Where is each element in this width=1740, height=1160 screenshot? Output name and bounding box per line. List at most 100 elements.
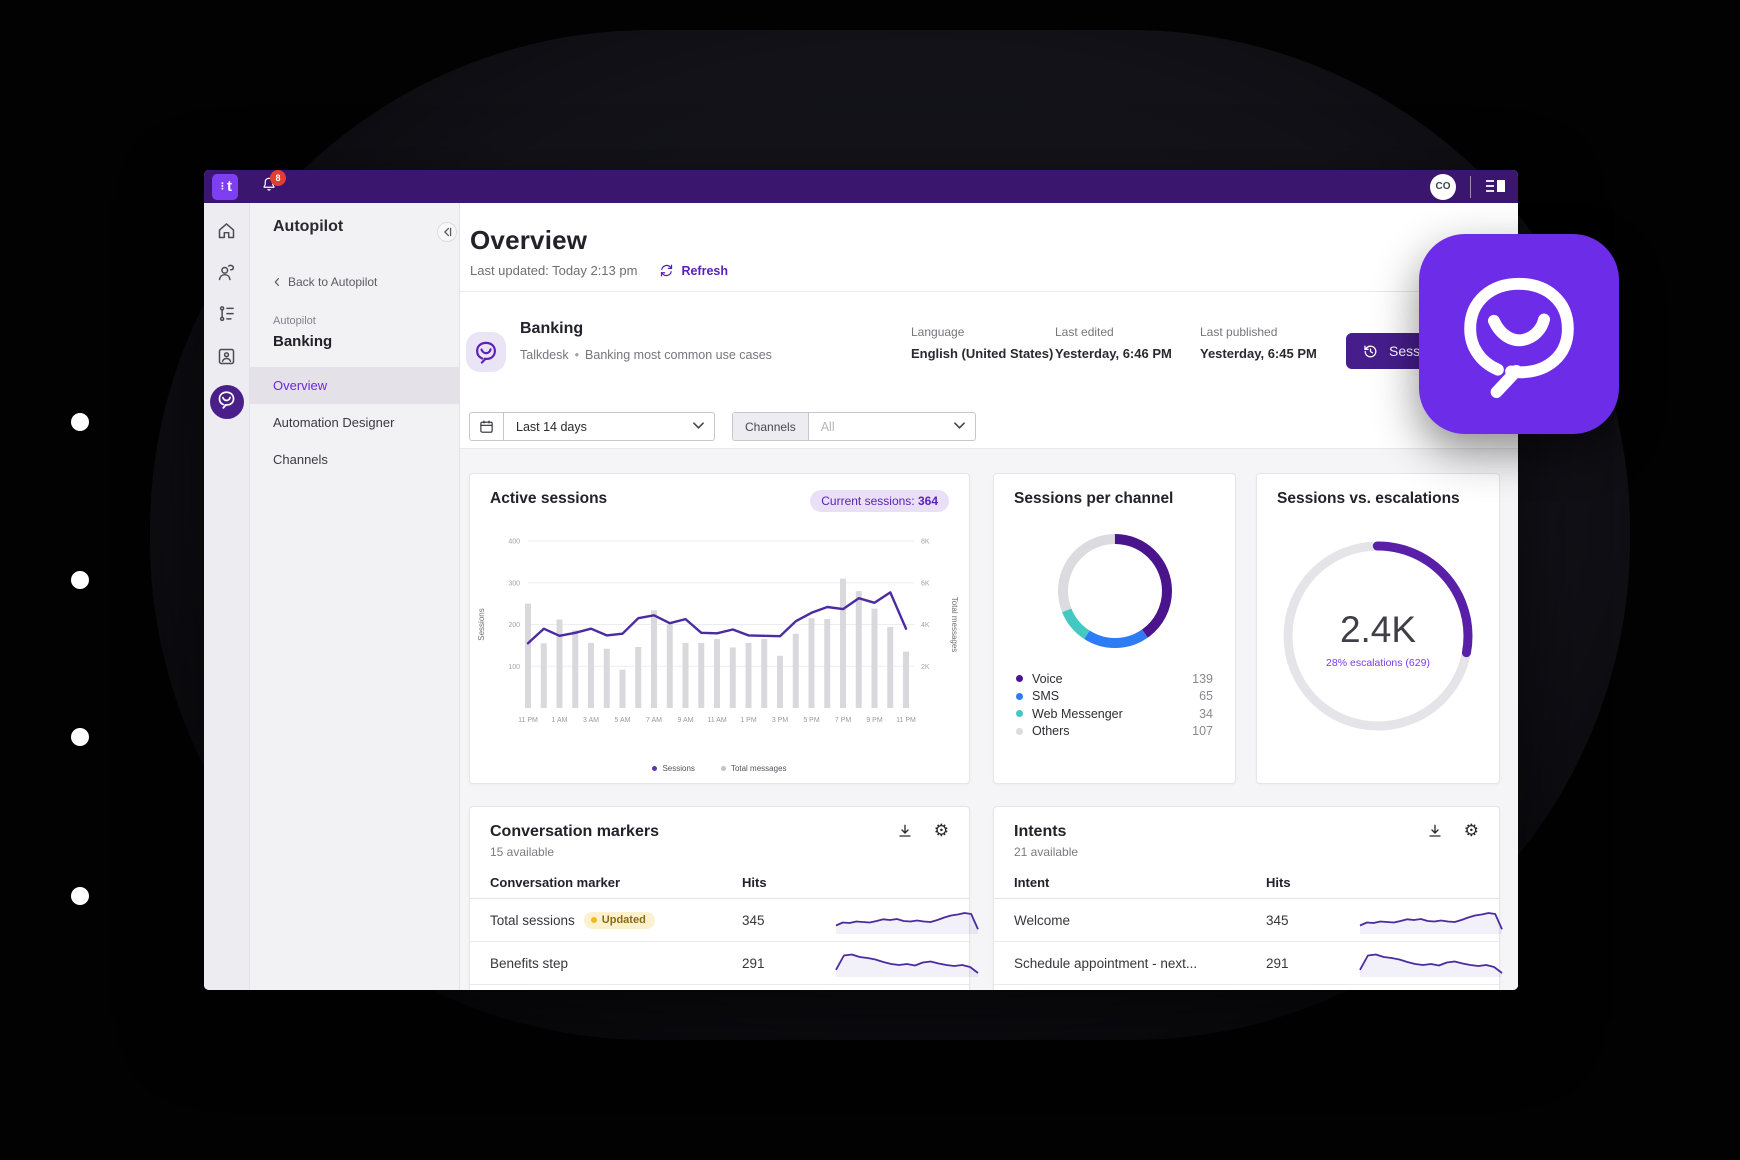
channel-legend-row: Others 107 <box>1016 723 1213 741</box>
svg-text:11 PM: 11 PM <box>896 717 916 724</box>
user-avatar[interactable]: CO <box>1430 173 1456 200</box>
sidebar-item-automation-designer[interactable]: Automation Designer <box>273 415 395 430</box>
svg-text:3 AM: 3 AM <box>583 717 599 724</box>
icon-rail <box>204 203 250 990</box>
logo-dots-icon: ⋮ <box>218 181 227 191</box>
notifications-button[interactable]: 8 <box>260 170 286 198</box>
channel-legend-row: Voice 139 <box>1016 670 1213 688</box>
refresh-label: Refresh <box>681 263 728 278</box>
decor-dot <box>71 887 89 905</box>
date-range-select[interactable]: Last 14 days <box>469 412 715 441</box>
card-title: Sessions vs. escalations <box>1277 490 1460 507</box>
apps-panel-button[interactable] <box>1484 177 1508 197</box>
sparkline-chart <box>1356 902 1506 939</box>
app-window: ⋮ t 8 CO Autopilot <box>204 170 1518 990</box>
history-button-label: Sess <box>1389 343 1421 359</box>
svg-text:8K: 8K <box>921 539 930 546</box>
rail-item-home[interactable] <box>210 217 244 249</box>
legend-item: Sessions <box>652 764 695 773</box>
dashboard-area: Active sessions Current sessions: 364 10… <box>460 448 1518 990</box>
escalations-donut-chart: 2.4K 28% escalations (629) <box>1257 536 1499 736</box>
svg-text:7 AM: 7 AM <box>646 717 662 724</box>
sidebar-item-channels[interactable]: Channels <box>273 452 328 467</box>
contacts-icon <box>216 346 237 372</box>
table-header-row: Intent Hits <box>994 867 1499 899</box>
bot-name: Banking <box>520 320 584 337</box>
bot-description: Banking most common use cases <box>585 348 772 362</box>
channels-label: Channels <box>733 413 809 440</box>
hits-value: 345 <box>742 912 765 928</box>
rail-item-flows[interactable] <box>210 301 244 333</box>
svg-text:9 PM: 9 PM <box>866 717 883 724</box>
download-icon[interactable] <box>1427 823 1443 839</box>
back-label: Back to Autopilot <box>288 275 378 289</box>
sparkline-chart <box>1356 945 1506 982</box>
collapse-sidebar-button[interactable] <box>437 222 457 242</box>
card-title: Active sessions <box>490 490 608 507</box>
table-row: Benefits step 291 <box>470 942 979 985</box>
channels-value: All <box>820 419 835 434</box>
channel-legend: Voice 139 SMS 65 Web Messenger 34 Others 107 <box>994 656 1235 740</box>
intents-table: Intent Hits Welcome 345 Schedule appointment… <box>994 867 1503 985</box>
talkdesk-bubble-icon <box>476 341 496 364</box>
svg-text:1 PM: 1 PM <box>740 717 757 724</box>
notification-badge: 8 <box>270 170 286 186</box>
svg-text:7 PM: 7 PM <box>835 717 852 724</box>
svg-text:5 AM: 5 AM <box>615 717 631 724</box>
updated-badge: Updated <box>583 911 655 929</box>
channels-select[interactable]: Channels All <box>732 412 976 441</box>
refresh-button[interactable]: Refresh <box>659 263 728 278</box>
bot-meta-language: Language English (United States) <box>911 325 1054 361</box>
intents-card: Intents 21 available ⚙ Intent Hits Welcome… <box>993 806 1503 990</box>
current-sessions-badge: Current sessions: 364 <box>810 490 949 512</box>
sidebar-bot-name: Banking <box>273 333 333 350</box>
talkdesk-logo-tile[interactable]: ⋮ t <box>212 173 238 200</box>
svg-text:6K: 6K <box>921 580 930 587</box>
svg-text:Total messages: Total messages <box>950 597 959 653</box>
sidebar-item-overview[interactable]: Overview <box>250 367 459 404</box>
logo-letter: t <box>227 178 232 195</box>
hits-value: 291 <box>1266 955 1289 971</box>
chevron-down-icon <box>954 418 965 436</box>
svg-text:3 PM: 3 PM <box>772 717 789 724</box>
table-header-row: Conversation marker Hits <box>470 867 969 899</box>
channel-legend-row: SMS 65 <box>1016 688 1213 706</box>
svg-text:11 AM: 11 AM <box>707 717 726 724</box>
main-content: Overview Last updated: Today 2:13 pm Ref… <box>460 203 1518 990</box>
sidebar-title: Autopilot <box>273 218 344 235</box>
rail-item-autopilot[interactable] <box>209 385 244 419</box>
card-title: Sessions per channel <box>1014 490 1174 507</box>
svg-text:2.4K: 2.4K <box>1340 609 1416 650</box>
svg-text:9 AM: 9 AM <box>678 717 694 724</box>
rail-item-agents[interactable] <box>210 259 244 291</box>
gear-icon[interactable]: ⚙ <box>1463 821 1479 840</box>
history-clock-icon <box>1364 345 1377 357</box>
table-row: Total sessions Updated 345 <box>470 899 979 942</box>
panels-icon <box>1486 179 1505 192</box>
rail-item-contacts[interactable] <box>210 343 244 375</box>
back-to-autopilot-link[interactable]: Back to Autopilot <box>273 275 377 289</box>
sidebar-section-label: Autopilot <box>273 315 316 327</box>
download-icon[interactable] <box>897 823 913 839</box>
sparkline-chart <box>832 945 982 982</box>
chevron-left-icon <box>274 278 279 286</box>
channel-legend-row: Web Messenger 34 <box>1016 705 1213 723</box>
talkdesk-app-logo <box>1419 234 1619 434</box>
sessions-per-channel-card: Sessions per channel Voice 139 SMS 65 Web Me… <box>993 473 1236 784</box>
svg-text:200: 200 <box>508 622 520 629</box>
table-title: Intents <box>1014 823 1067 840</box>
decor-dot <box>71 571 89 589</box>
sidebar: Autopilot Back to Autopilot Autopilot Ba… <box>250 203 460 990</box>
gear-icon[interactable]: ⚙ <box>933 821 949 840</box>
decor-dot <box>71 728 89 746</box>
legend-item: Total messages <box>720 764 787 773</box>
sessions-combo-chart: 100 2K 200 4K 300 6K 400 8K 11 PM 1 AM 3 AM 5 AM 7 A… <box>470 516 969 761</box>
table-title: Conversation markers <box>490 823 659 840</box>
svg-text:400: 400 <box>508 539 520 546</box>
chart-legend: Sessions Total messages <box>470 764 969 773</box>
filter-bar: Last 14 days Channels All <box>469 412 976 441</box>
bot-brand: Talkdesk <box>520 348 569 362</box>
agents-icon <box>216 262 237 288</box>
svg-text:2K: 2K <box>921 664 930 671</box>
